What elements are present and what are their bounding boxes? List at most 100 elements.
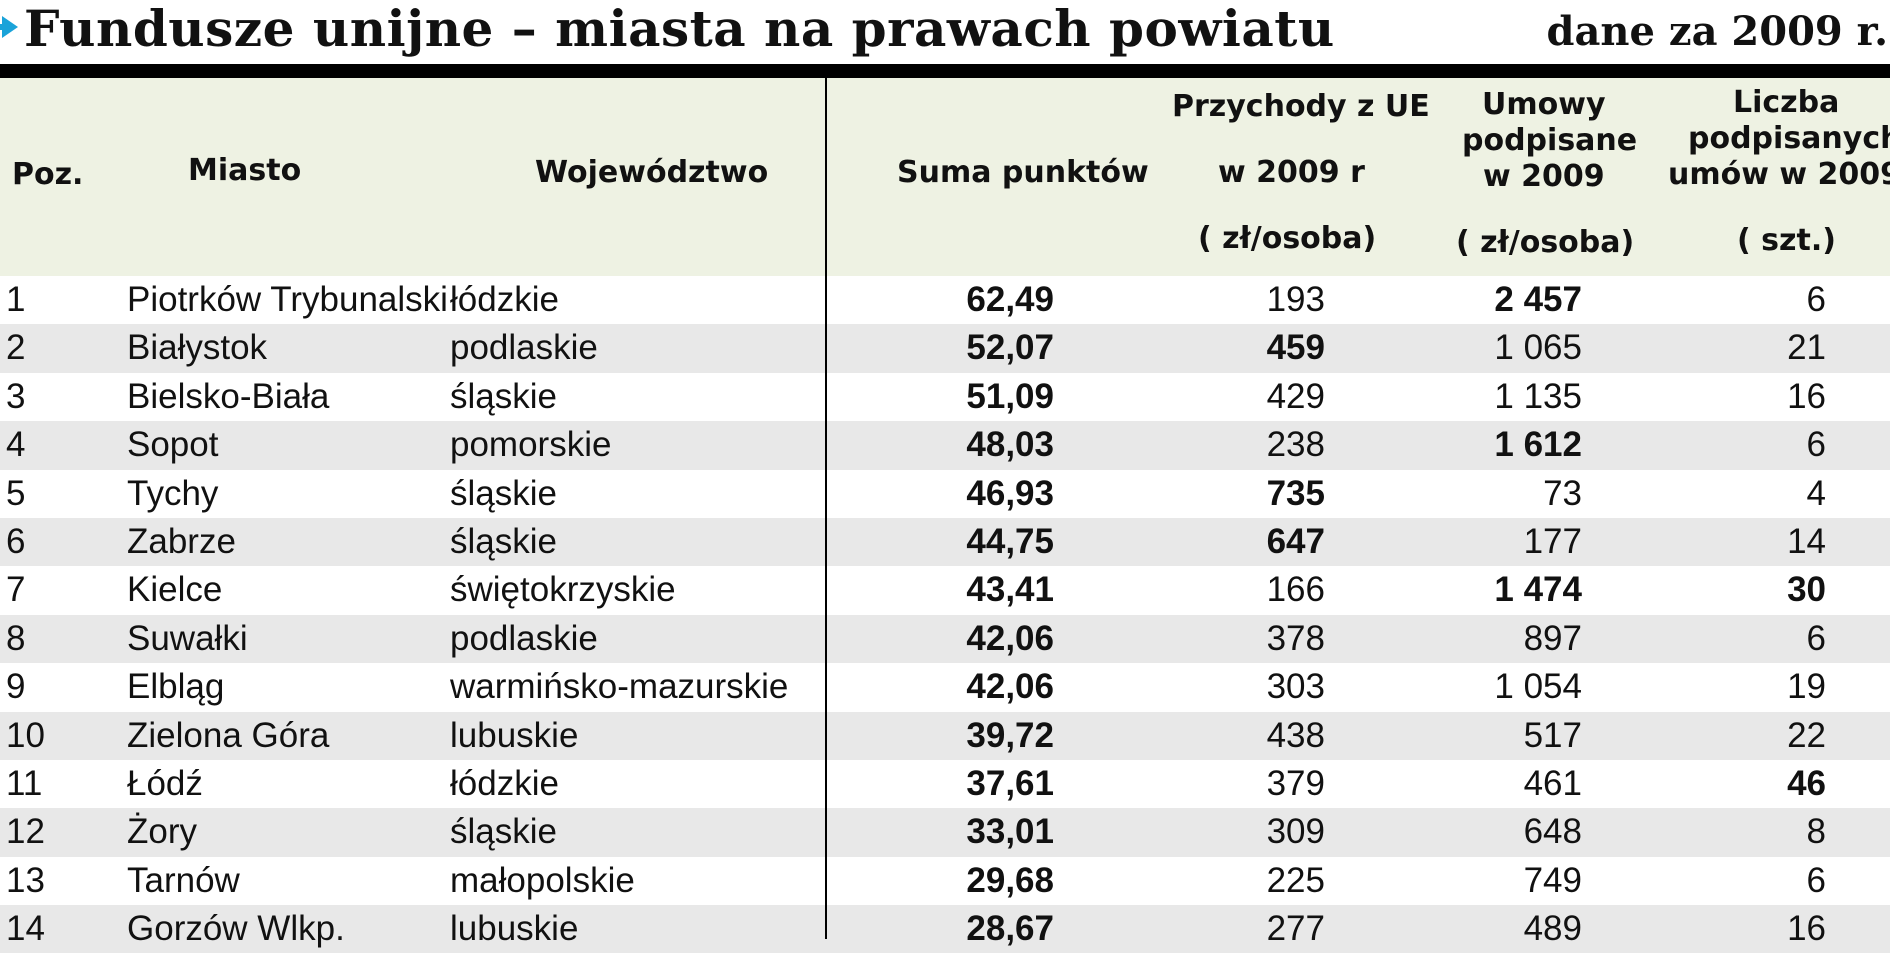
table-row: 4 Sopot pomorskie 48,03 238 1 612 6 bbox=[0, 421, 1890, 470]
cell-liczba: 8 bbox=[1806, 812, 1826, 852]
cell-suma: 29,68 bbox=[966, 860, 1054, 900]
cell-przychody: 459 bbox=[1266, 328, 1325, 368]
cell-liczba: 30 bbox=[1787, 570, 1826, 610]
cell-przychody: 429 bbox=[1266, 376, 1325, 416]
cell-umowy: 73 bbox=[1543, 473, 1582, 513]
column-divider bbox=[825, 78, 827, 939]
table-row: 9 Elbląg warmińsko-mazurskie 42,06 303 1 054 1… bbox=[0, 663, 1890, 711]
cell-umowy: 461 bbox=[1523, 763, 1582, 803]
table-row: 3 Bielsko-Biała śląskie 51,09 429 1 135 16 bbox=[0, 373, 1890, 421]
table-row: 5 Tychy śląskie 46,93 735 73 4 bbox=[0, 470, 1890, 518]
arrow-right-icon-head bbox=[2, 16, 18, 38]
cell-liczba: 21 bbox=[1787, 328, 1826, 368]
cell-umowy: 2 457 bbox=[1494, 280, 1582, 319]
header-wojewodztwo: Województwo bbox=[535, 155, 769, 190]
ranking-table: Poz. Miasto Województwo Suma punktów Prz… bbox=[0, 78, 1890, 953]
cell-suma: 33,01 bbox=[966, 812, 1054, 852]
cell-wojewodztwo: podlaskie bbox=[450, 618, 598, 658]
cell-liczba: 14 bbox=[1787, 521, 1826, 561]
cell-miasto: Kielce bbox=[127, 570, 223, 610]
cell-poz: 13 bbox=[6, 860, 45, 900]
cell-poz: 7 bbox=[6, 570, 26, 610]
cell-przychody: 735 bbox=[1266, 473, 1325, 513]
table-row: 6 Zabrze śląskie 44,75 647 177 14 bbox=[0, 517, 1890, 567]
header-umowy-line2: podpisane bbox=[1462, 123, 1638, 158]
cell-przychody: 378 bbox=[1266, 618, 1325, 658]
cell-poz: 1 bbox=[6, 280, 26, 319]
header-poz: Poz. bbox=[12, 157, 84, 192]
cell-suma: 43,41 bbox=[966, 570, 1054, 610]
cell-suma: 39,72 bbox=[966, 715, 1054, 755]
cell-liczba: 22 bbox=[1787, 715, 1826, 755]
cell-przychody: 647 bbox=[1266, 521, 1325, 561]
table-header: Poz. Miasto Województwo Suma punktów Prz… bbox=[0, 78, 1890, 276]
cell-miasto: Żory bbox=[127, 812, 197, 852]
cell-miasto: Łódź bbox=[127, 763, 203, 803]
header-liczba-line1: Liczba bbox=[1733, 85, 1840, 120]
cell-wojewodztwo: łódzkie bbox=[450, 763, 559, 803]
cell-przychody: 238 bbox=[1266, 425, 1325, 465]
cell-suma: 48,03 bbox=[966, 425, 1054, 465]
cell-przychody: 303 bbox=[1266, 667, 1325, 707]
cell-umowy: 648 bbox=[1523, 812, 1582, 852]
cell-umowy: 1 054 bbox=[1494, 667, 1582, 707]
table-body: 1 Piotrków Trybunalski łódzkie 62,49 193 2 45… bbox=[0, 276, 1890, 953]
cell-umowy: 1 135 bbox=[1494, 376, 1582, 416]
cell-suma: 62,49 bbox=[966, 280, 1054, 319]
cell-poz: 6 bbox=[6, 521, 26, 561]
table-row: 13 Tarnów małopolskie 29,68 225 749 6 bbox=[0, 857, 1890, 905]
cell-miasto: Białystok bbox=[127, 328, 268, 368]
cell-suma: 46,93 bbox=[966, 473, 1054, 513]
cell-suma: 37,61 bbox=[966, 763, 1054, 803]
cell-umowy: 177 bbox=[1523, 521, 1582, 561]
header-przychody-line1: Przychody z UE bbox=[1172, 89, 1430, 124]
cell-wojewodztwo: śląskie bbox=[450, 376, 557, 416]
cell-wojewodztwo: śląskie bbox=[450, 521, 557, 561]
cell-umowy: 489 bbox=[1523, 909, 1582, 949]
cell-poz: 3 bbox=[6, 376, 26, 416]
table-row: 14 Gorzów Wlkp. lubuskie 28,67 277 489 16 bbox=[0, 905, 1890, 953]
cell-liczba: 6 bbox=[1806, 280, 1826, 319]
header-umowy-line3: w 2009 bbox=[1483, 159, 1605, 194]
cell-suma: 42,06 bbox=[966, 667, 1054, 707]
header-umowy-line1: Umowy bbox=[1482, 87, 1606, 122]
cell-miasto: Gorzów Wlkp. bbox=[127, 909, 345, 949]
table-row: 2 Białystok podlaskie 52,07 459 1 065 21 bbox=[0, 324, 1890, 373]
cell-wojewodztwo: lubuskie bbox=[450, 715, 579, 755]
cell-liczba: 46 bbox=[1787, 763, 1826, 803]
title-bar: Fundusze unijne – miasta na prawach powi… bbox=[0, 0, 1890, 62]
cell-przychody: 225 bbox=[1266, 860, 1325, 900]
cell-suma: 51,09 bbox=[966, 376, 1054, 416]
header-miasto: Miasto bbox=[188, 153, 302, 188]
cell-suma: 44,75 bbox=[966, 521, 1054, 561]
cell-liczba: 19 bbox=[1787, 667, 1826, 707]
cell-wojewodztwo: śląskie bbox=[450, 812, 557, 852]
cell-poz: 11 bbox=[6, 763, 43, 803]
cell-wojewodztwo: podlaskie bbox=[450, 328, 598, 368]
cell-umowy: 1 612 bbox=[1494, 425, 1582, 465]
date-note: dane za 2009 r. bbox=[1546, 8, 1888, 55]
cell-miasto: Bielsko-Biała bbox=[127, 376, 330, 416]
cell-wojewodztwo: warmińsko-mazurskie bbox=[450, 667, 789, 707]
table-row: 8 Suwałki podlaskie 42,06 378 897 6 bbox=[0, 614, 1890, 664]
header-liczba-line3: umów w 2009 r. bbox=[1668, 157, 1890, 192]
cell-suma: 42,06 bbox=[966, 618, 1054, 658]
cell-liczba: 6 bbox=[1806, 860, 1826, 900]
cell-poz: 14 bbox=[6, 909, 45, 949]
cell-suma: 52,07 bbox=[966, 328, 1054, 368]
header-liczba-unit: ( szt.) bbox=[1737, 223, 1836, 258]
cell-poz: 4 bbox=[6, 425, 26, 465]
cell-miasto: Zabrze bbox=[127, 521, 236, 561]
cell-wojewodztwo: małopolskie bbox=[450, 860, 635, 900]
cell-wojewodztwo: świętokrzyskie bbox=[450, 570, 676, 610]
cell-poz: 9 bbox=[6, 667, 26, 707]
cell-miasto: Tarnów bbox=[127, 860, 240, 900]
cell-poz: 10 bbox=[6, 715, 45, 755]
cell-liczba: 4 bbox=[1806, 473, 1826, 513]
cell-liczba: 6 bbox=[1806, 425, 1826, 465]
cell-poz: 8 bbox=[6, 618, 26, 658]
cell-przychody: 193 bbox=[1266, 280, 1325, 319]
header-umowy-unit: ( zł/osoba) bbox=[1456, 225, 1635, 260]
cell-poz: 12 bbox=[6, 812, 45, 852]
cell-liczba: 16 bbox=[1787, 376, 1826, 416]
